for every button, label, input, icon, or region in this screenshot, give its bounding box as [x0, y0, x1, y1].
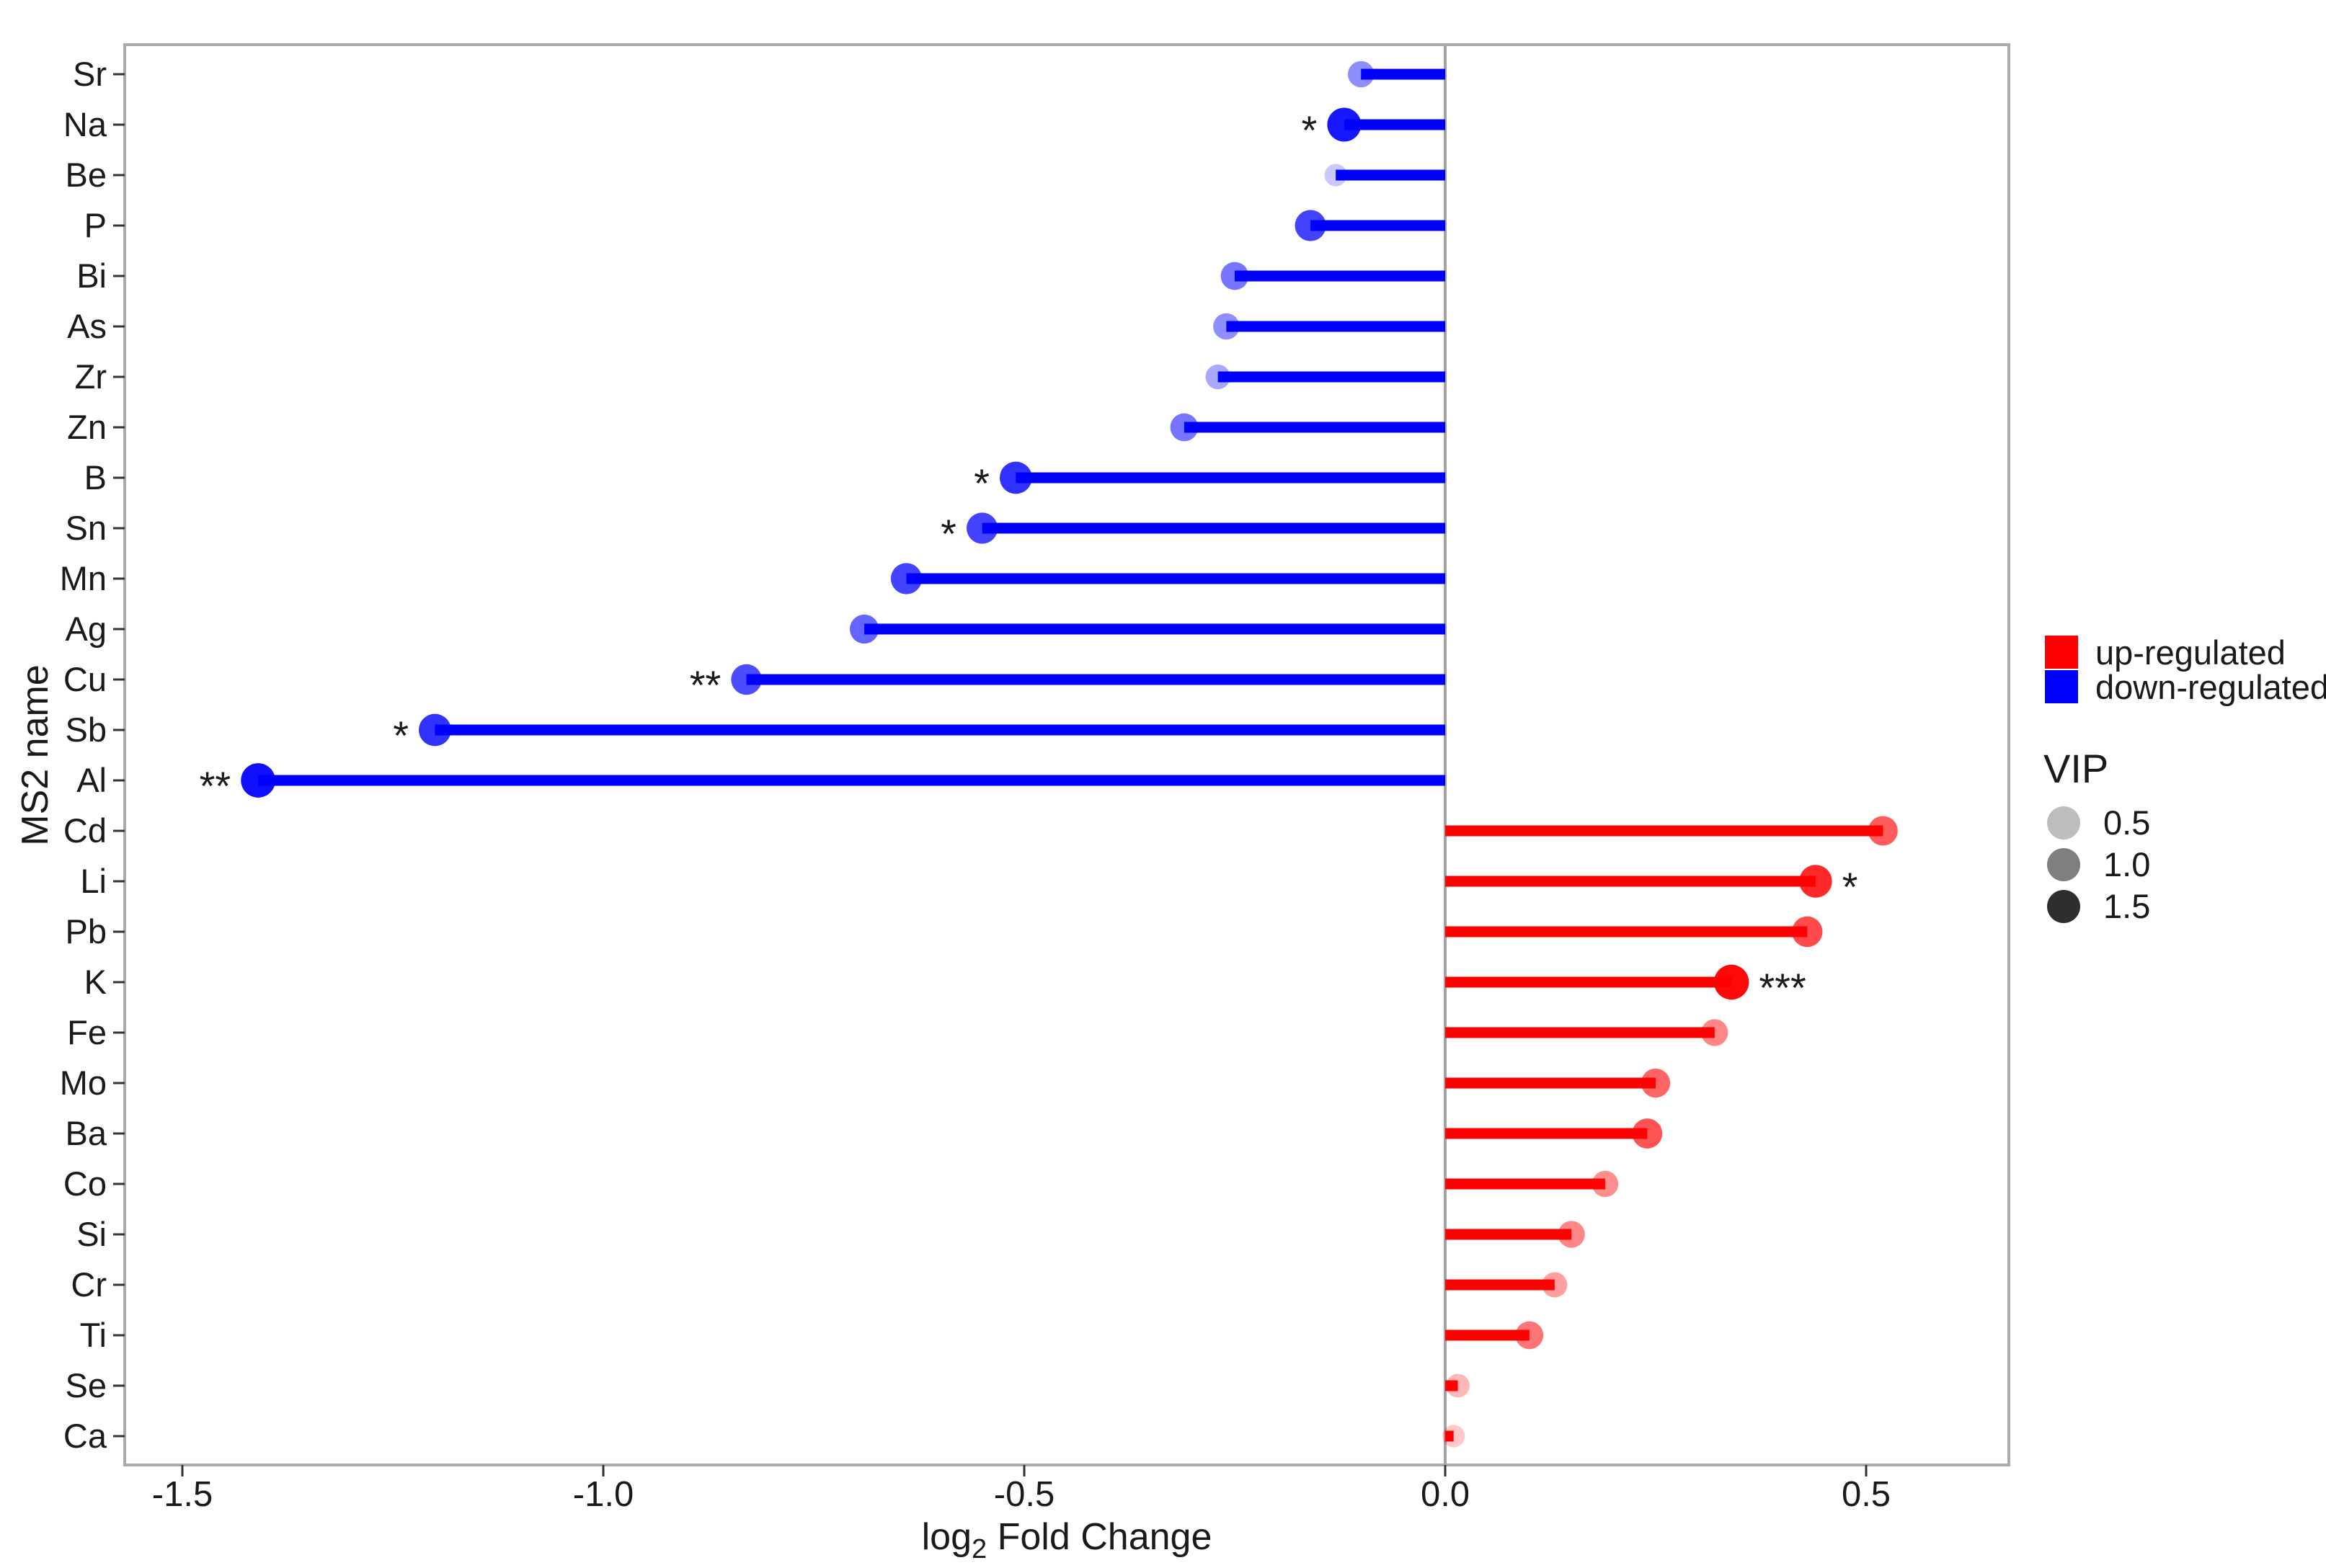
sig-Sn: * [941, 511, 956, 556]
dot-Mo [1641, 1068, 1671, 1098]
x-tick-label--1.5: -1.5 [152, 1475, 213, 1514]
legend-label-down: down-regulated [2095, 668, 2326, 706]
x-tick-label-0.5: 0.5 [1842, 1475, 1891, 1514]
legend-vip-label-15: 1.5 [2103, 887, 2150, 925]
panel-border [123, 43, 2010, 1466]
y-tick-label-Ba: Ba [66, 1114, 107, 1152]
sig-Al: ** [200, 763, 231, 808]
dot-Si [1558, 1221, 1585, 1248]
dot-Ba [1632, 1118, 1663, 1149]
sig-Sb: * [393, 713, 409, 758]
dot-K [1713, 964, 1749, 1000]
legend-swatch-down [2045, 670, 2078, 703]
legend-vip-title: VIP [2043, 746, 2108, 791]
dot-Be [1324, 164, 1347, 187]
y-tick-label-Li: Li [80, 862, 107, 900]
y-tick-label-Zn: Zn [67, 408, 107, 446]
dot-Cr [1542, 1272, 1568, 1298]
dot-Sn [966, 512, 998, 544]
dot-Bi [1220, 262, 1249, 290]
sig-Li: * [1842, 864, 1858, 909]
legend-label-up: up-regulated [2095, 633, 2286, 672]
legend-swatch-up [2045, 636, 2078, 669]
legend-vip-label-10: 1.0 [2103, 845, 2150, 883]
x-axis: -1.5 -1.0 -0.5 0.0 0.5 [152, 1465, 1891, 1514]
dot-Ti [1515, 1321, 1544, 1350]
dot-As [1213, 313, 1240, 340]
dot-Cu [731, 664, 762, 695]
dot-Na [1327, 107, 1362, 142]
legend-vip-label-05: 0.5 [2103, 803, 2150, 842]
lollipop-dots [241, 61, 1898, 1448]
legend-vip-dot-15 [2047, 890, 2080, 923]
y-tick-label-Cr: Cr [71, 1265, 107, 1304]
significance-stars: ************ [200, 107, 1858, 1010]
dot-Se [1446, 1373, 1470, 1398]
y-axis-title: MS2 name [14, 664, 56, 845]
dot-Zr [1205, 364, 1230, 390]
y-tick-label-Na: Na [63, 105, 107, 143]
y-tick-label-Ti: Ti [80, 1316, 107, 1354]
lollipop-stems [258, 68, 1883, 1442]
dot-Sr [1347, 61, 1375, 88]
x-tick-label--1.0: -1.0 [573, 1475, 634, 1514]
sig-Na: * [1302, 107, 1318, 153]
dot-B [999, 461, 1032, 494]
legend-regulation: up-regulated down-regulated [2045, 633, 2326, 706]
y-tick-label-Be: Be [66, 156, 107, 194]
y-tick-label-Cd: Cd [63, 811, 107, 850]
dot-Ag [849, 614, 879, 644]
dot-Sb [419, 713, 451, 747]
x-axis-title: log2 Fold Change [922, 1516, 1212, 1564]
y-tick-label-Cu: Cu [63, 660, 107, 698]
legend-vip-dot-10 [2047, 848, 2080, 881]
dot-Co [1592, 1170, 1619, 1198]
y-tick-label-Sb: Sb [66, 710, 107, 749]
y-tick-label-Sn: Sn [66, 509, 107, 547]
dot-Ca [1442, 1425, 1465, 1448]
y-tick-label-Mo: Mo [60, 1064, 107, 1102]
dot-Zn [1170, 413, 1199, 442]
y-axis: Sr Na Be P Bi As Zr Zn B Sn Mn Ag Cu Sb Al Cd Li Pb K Fe Mo B… [60, 55, 125, 1455]
dot-Li [1799, 865, 1832, 898]
y-tick-label-P: P [84, 206, 107, 244]
y-tick-label-Ag: Ag [66, 610, 107, 648]
sig-B: * [974, 460, 990, 506]
dot-Mn [890, 563, 923, 594]
y-tick-label-Sr: Sr [73, 55, 107, 93]
dot-Fe [1701, 1019, 1728, 1046]
y-tick-label-Bi: Bi [76, 257, 107, 295]
sig-K: *** [1759, 965, 1806, 1010]
y-tick-label-Co: Co [63, 1164, 107, 1203]
dot-Al [241, 763, 275, 798]
y-tick-label-As: As [67, 307, 107, 345]
dot-Cd [1868, 816, 1898, 846]
y-tick-label-Ca: Ca [63, 1417, 107, 1455]
legend-vip: VIP 0.5 1.0 1.5 [2043, 746, 2150, 925]
sig-Cu: ** [690, 662, 722, 708]
y-tick-label-Se: Se [66, 1366, 107, 1404]
panel-border-rect [123, 43, 2010, 1466]
y-tick-label-Pb: Pb [66, 912, 107, 950]
dot-P [1295, 210, 1326, 241]
y-tick-label-B: B [84, 458, 107, 496]
legend-vip-dot-05 [2047, 806, 2080, 839]
x-tick-label-0.0: 0.0 [1421, 1475, 1470, 1514]
y-tick-label-Si: Si [76, 1215, 107, 1253]
y-tick-label-K: K [84, 963, 107, 1001]
y-tick-label-Fe: Fe [67, 1013, 107, 1051]
dot-Pb [1791, 916, 1823, 948]
y-tick-label-Zr: Zr [75, 357, 107, 396]
y-tick-label-Al: Al [76, 761, 107, 799]
x-tick-label--0.5: -0.5 [994, 1475, 1055, 1514]
y-tick-label-Mn: Mn [60, 559, 107, 597]
